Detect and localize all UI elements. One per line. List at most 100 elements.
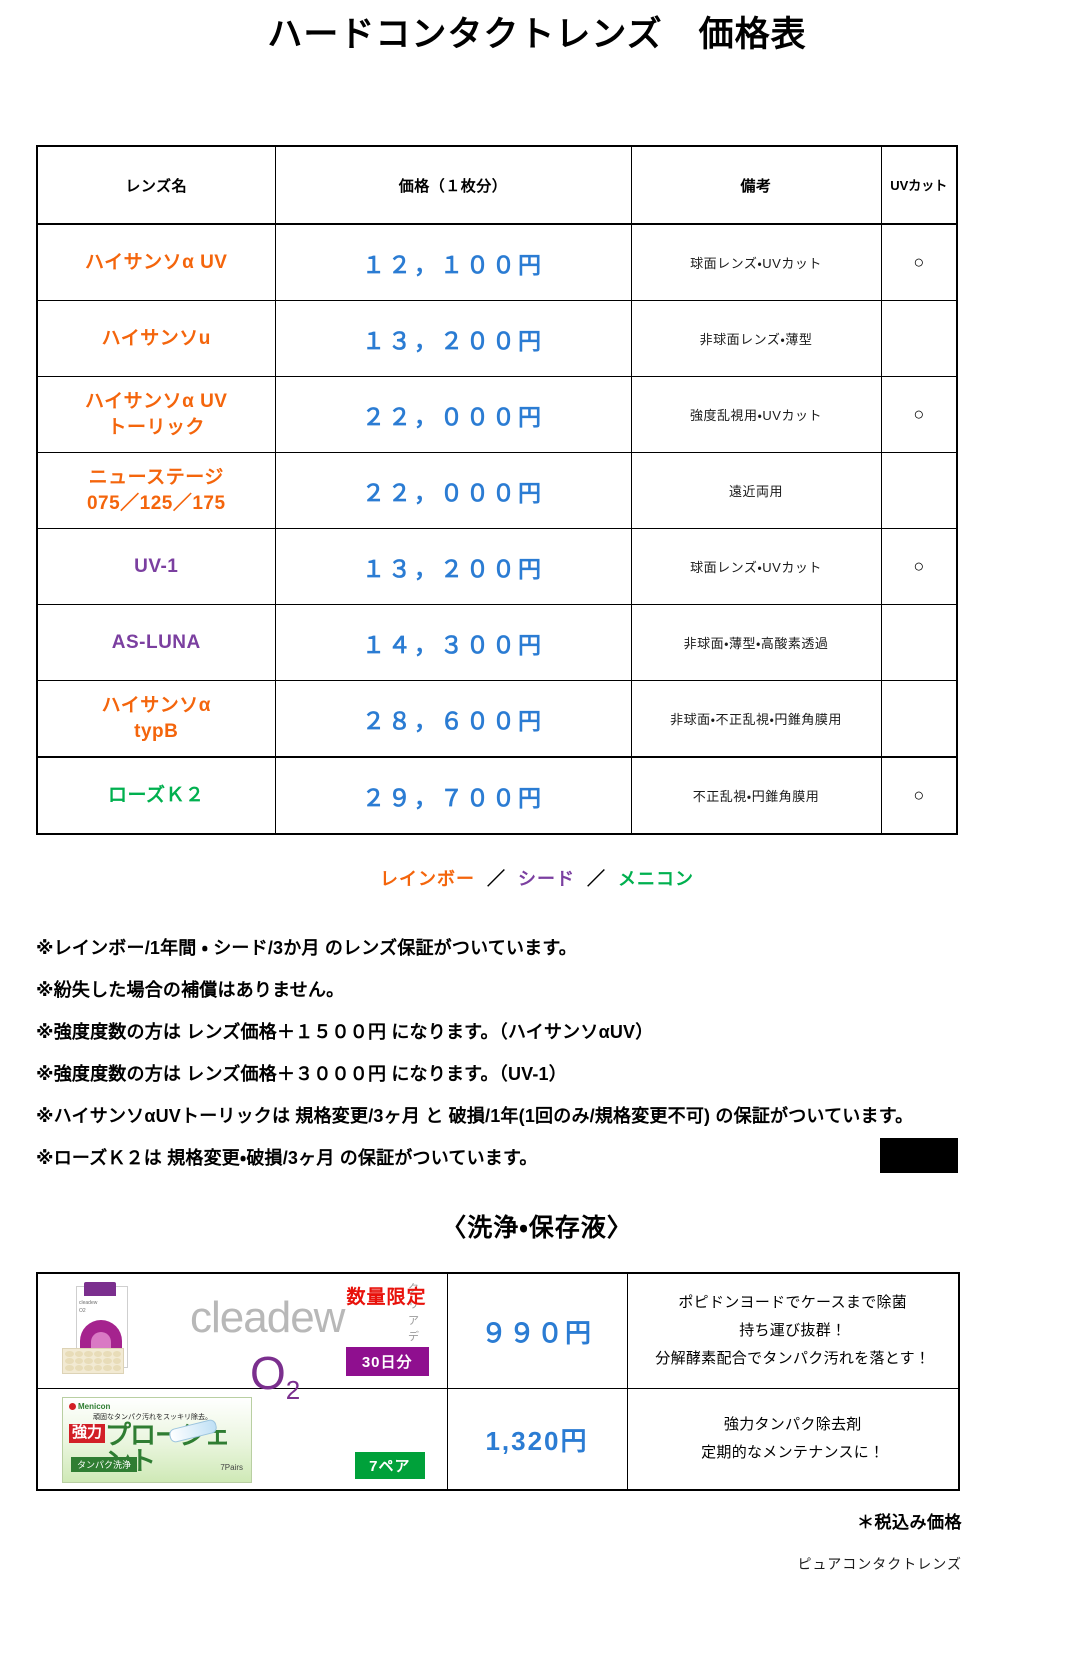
quantity-badge: 7ペア <box>355 1452 425 1479</box>
cell-lens-name: AS-LUNA <box>36 604 276 681</box>
lens-price-5: １４，３００円 <box>362 631 544 658</box>
cell-note: 不正乱視・円錐角膜用 <box>630 756 882 835</box>
lens-name-line1: ハイサンソα UV <box>85 251 228 273</box>
table-row: ハイサンソu １３，２００円 非球面レンズ・薄型 <box>36 300 958 377</box>
redaction-box <box>880 1138 958 1173</box>
cell-uv: ○ <box>880 756 958 835</box>
cell-price: １３，２００円 <box>274 528 632 605</box>
cleadew-box-cap <box>84 1282 116 1296</box>
solution-desc-line: 持ち運び抜群！ <box>739 1322 847 1340</box>
cleadew-variant-label: O2 <box>250 1347 301 1406</box>
lens-name-line2: 075／125／175 <box>86 492 226 514</box>
solution-desc-line: 定期的なメンテナンスに！ <box>701 1444 885 1461</box>
lens-note-5: 非球面・薄型・高酸素透過 <box>683 635 829 651</box>
table-row: ハイサンソα UV １２，１００円 球面レンズ・UVカット ○ <box>36 223 958 301</box>
solution-desc-line: 分解酵素配合でタンパク汚れを落とす！ <box>655 1349 931 1367</box>
cleadew-wordmark: クリアデュー cleadew O2 <box>190 1283 419 1403</box>
lens-price-4: １３，２００円 <box>362 555 544 582</box>
cell-lens-name: ハイサンソα typB <box>36 680 276 758</box>
lens-price-6: ２８，６００円 <box>362 707 544 734</box>
notes-list: ※レインボー/1年間 ・ シード/3か月 のレンズ保証がついています。 ※紛失し… <box>36 939 1041 1191</box>
cell-uv: ○ <box>880 376 958 453</box>
solution-price-cell: 1,320円 <box>446 1388 628 1491</box>
lens-name-0: ハイサンソα UV <box>38 250 275 276</box>
cell-uv: ○ <box>880 223 958 301</box>
lens-price-2: ２２，０００円 <box>362 403 544 430</box>
lens-price-table: レンズ名 価格（１枚分） 備考 UVカット ハイサンソα UV <box>36 145 958 835</box>
table-row: ローズＫ２ ２９，７００円 不正乱視・円錐角膜用 ○ <box>36 756 958 835</box>
table-row: ニューステージ 075／125／175 ２２，０００円 遠近両用 <box>36 452 958 529</box>
note-line: ※紛失した場合の補償はありません。 <box>36 980 345 1000</box>
lens-name-2: ハイサンソα UV トーリック <box>38 389 275 440</box>
solution-desc-line: ポピドンヨードでケースまで除菌 <box>678 1294 908 1312</box>
lens-name-6: ハイサンソα typB <box>38 693 275 744</box>
table-row: ハイサンソα UV トーリック ２２，０００円 強度乱視用・UVカット ○ <box>36 376 958 453</box>
header-cell-price: 価格（１枚分） <box>274 145 632 225</box>
header-cell-lens-name: レンズ名 <box>36 145 276 225</box>
cell-price: １２，１００円 <box>274 223 632 301</box>
progent-sub-label: タンパク洗浄 <box>71 1457 138 1472</box>
cell-note: 非球面・薄型・高酸素透過 <box>630 604 882 681</box>
header-label-lens-name: レンズ名 <box>125 177 188 195</box>
cell-note: 球面レンズ・UVカット <box>630 223 882 301</box>
solution-product-cell: Menicon 頑固なタンパク汚れをスッキリ除去。 強力 プロージェント タンパ… <box>36 1388 448 1491</box>
header-cell-uv: UVカット <box>880 145 958 225</box>
note-line: ※レインボー/1年間 ・ シード/3か月 のレンズ保証がついています。 <box>36 938 577 958</box>
cell-note: 球面レンズ・UVカット <box>630 528 882 605</box>
quantity-badge: 30日分 <box>345 1347 429 1376</box>
lens-note-4: 球面レンズ・UVカット <box>690 559 822 575</box>
lens-name-line1: ハイサンソα UV <box>85 390 228 412</box>
menicon-logo-dot-icon <box>69 1403 76 1410</box>
solution-row: Menicon 頑固なタンパク汚れをスッキリ除去。 強力 プロージェント タンパ… <box>36 1388 960 1491</box>
cell-lens-name: ハイサンソα UV トーリック <box>36 376 276 453</box>
brand-legend-separator-1: ／ <box>486 869 506 889</box>
solution-price-cell: ９９０円 <box>446 1272 628 1389</box>
cell-note: 強度乱視用・UVカット <box>630 376 882 453</box>
solution-price-0: ９９０円 <box>480 1317 593 1348</box>
cell-price: ２９，７００円 <box>274 756 632 835</box>
lens-name-7: ローズＫ２ <box>38 783 275 809</box>
table-header-row: レンズ名 価格（１枚分） 備考 UVカット <box>36 145 958 225</box>
progent-brand-label: Menicon <box>78 1402 111 1411</box>
brand-legend-separator-2: ／ <box>587 869 607 889</box>
lens-note-6: 非球面・不正乱視・円錐角膜用 <box>670 711 842 727</box>
cell-price: １４，３００円 <box>274 604 632 681</box>
lens-name-5: AS-LUNA <box>38 630 275 656</box>
note-line: ※強度度数の方は レンズ価格＋１５００円 になります。（ハイサンソαUV） <box>36 1022 654 1042</box>
cell-lens-name: ローズＫ２ <box>36 756 276 835</box>
cell-lens-name: ニューステージ 075／125／175 <box>36 452 276 529</box>
cell-price: ２２，０００円 <box>274 452 632 529</box>
progent-tagline: 頑固なタンパク汚れをスッキリ除去。 <box>93 1414 212 1421</box>
lens-name-line1: ニューステージ <box>88 466 224 488</box>
progent-box-image: Menicon 頑固なタンパク汚れをスッキリ除去。 強力 プロージェント タンパ… <box>62 1397 252 1483</box>
table-row: UV-1 １３，２００円 球面レンズ・UVカット ○ <box>36 528 958 605</box>
page-title: ハードコンタクトレンズ 価格表 <box>267 15 807 54</box>
note-line: ※ハイサンソαUVトーリックは 規格変更/3ヶ月 と 破損/1年(1回のみ/規格… <box>36 1106 914 1126</box>
cell-lens-name: ハイサンソα UV <box>36 223 276 301</box>
lens-price-table-container: レンズ名 価格（１枚分） 備考 UVカット ハイサンソα UV <box>36 145 958 835</box>
progent-pairs-label: 7Pairs <box>220 1463 243 1472</box>
uv-mark-0: ○ <box>913 252 925 272</box>
tax-note: ＊税込み価格 <box>857 1513 962 1532</box>
lens-name-line2: typB <box>134 720 179 742</box>
uv-mark-7: ○ <box>913 785 925 805</box>
solution-price-1: 1,320円 <box>485 1425 589 1456</box>
lens-note-2: 強度乱視用・UVカット <box>690 407 822 423</box>
table-row: AS-LUNA １４，３００円 非球面・薄型・高酸素透過 <box>36 604 958 681</box>
header-label-uv: UVカット <box>890 178 948 193</box>
lens-name-line2: トーリック <box>107 416 205 438</box>
lens-price-0: １２，１００円 <box>362 251 544 278</box>
lens-price-1: １３，２００円 <box>362 327 544 354</box>
header-cell-note: 備考 <box>630 145 882 225</box>
cell-price: １３，２００円 <box>274 300 632 377</box>
brand-legend-rainbow: レインボー <box>379 869 475 889</box>
lens-name-line1: ハイサンソu <box>101 327 211 349</box>
progent-product-visual: Menicon 頑固なタンパク汚れをスッキリ除去。 強力 プロージェント タンパ… <box>38 1389 447 1489</box>
brand-legend-menicon: メニコン <box>618 869 695 889</box>
lens-note-3: 遠近両用 <box>728 483 783 499</box>
cell-uv <box>880 452 958 529</box>
solution-desc-cell: ポピドンヨードでケースまで除菌 持ち運び抜群！ 分解酵素配合でタンパク汚れを落と… <box>626 1272 960 1389</box>
note-line: ※強度度数の方は レンズ価格＋３０００円 になります。（UV-1） <box>36 1064 567 1084</box>
